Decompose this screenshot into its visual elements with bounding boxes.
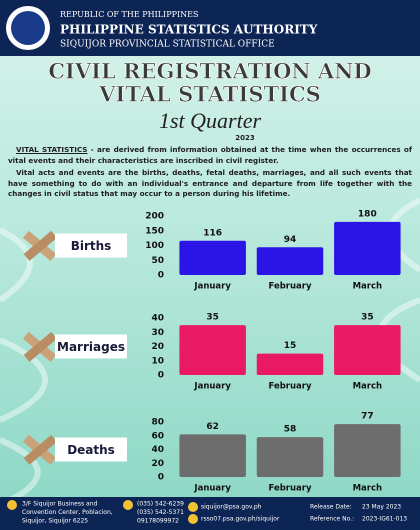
- x-tick-label: March: [353, 382, 382, 392]
- title-line2: VITAL STATISTICS: [98, 82, 321, 107]
- value-label: 116: [203, 228, 222, 238]
- x-tick-label: February: [268, 484, 311, 494]
- header-office: SIQUIJOR PROVINCIAL STATISTICAL OFFICE: [60, 40, 275, 50]
- value-label: 180: [358, 209, 377, 219]
- bar: [256, 353, 324, 375]
- chart-label: Births: [71, 239, 112, 253]
- title-line1: CIVIL REGISTRATION AND: [48, 59, 371, 84]
- period: 1st Quarter: [159, 108, 262, 133]
- intro-term: VITAL STATISTICS: [16, 145, 88, 154]
- intro: VITAL STATISTICS - are derived from info…: [8, 145, 412, 202]
- y-tick-label: 20: [151, 342, 164, 352]
- y-tick-label: 0: [158, 371, 164, 381]
- website: rsso07.psa.gov.ph/siquijor: [201, 516, 280, 523]
- web-icon: [188, 514, 198, 524]
- phone: (035) 542-5371: [137, 509, 184, 516]
- label-box: [55, 437, 127, 462]
- header-band: [0, 0, 420, 56]
- bar: [334, 325, 401, 375]
- intro-paragraph1: VITAL STATISTICS - are derived from info…: [8, 145, 412, 166]
- bar: [334, 424, 401, 477]
- value-label: 77: [361, 412, 374, 422]
- y-tick-label: 0: [158, 271, 164, 281]
- y-tick-label: 50: [151, 256, 164, 266]
- footer-band: [0, 497, 420, 530]
- x-tick-label: February: [268, 382, 311, 392]
- reference-no: 2023-IG61-013: [362, 516, 407, 523]
- header-agency: PHILIPPINE STATISTICS AUTHORITY: [60, 23, 318, 37]
- intro-definition: - are derived from information obtained …: [8, 145, 412, 165]
- tape: [23, 230, 58, 261]
- value-label: 94: [284, 235, 297, 245]
- intro-paragraph2: Vital acts and events are the births, de…: [8, 168, 412, 199]
- phone: 09178099972: [137, 518, 179, 525]
- y-tick-label: 0: [158, 473, 164, 483]
- x-tick-label: January: [193, 484, 231, 494]
- value-label: 58: [284, 425, 297, 435]
- bar: [179, 434, 246, 477]
- phone-icon: [123, 500, 133, 510]
- bar: [256, 437, 324, 477]
- y-tick-label: 60: [151, 431, 164, 441]
- logo-inner: [11, 11, 45, 45]
- y-tick-label: 150: [145, 226, 164, 236]
- bar: [334, 221, 401, 275]
- x-tick-label: March: [353, 484, 382, 494]
- email: siquijor@psa.gov.ph: [201, 504, 262, 511]
- value-label: 35: [206, 313, 219, 323]
- y-tick-label: 40: [151, 445, 164, 455]
- y-tick-label: 40: [151, 314, 164, 324]
- location-icon: [7, 500, 17, 510]
- year: 2023: [235, 134, 255, 142]
- header-country: REPUBLIC OF THE PHILIPPINES: [60, 10, 198, 19]
- y-tick-label: 30: [151, 328, 164, 338]
- y-tick-label: 20: [151, 459, 164, 469]
- x-tick-label: January: [193, 282, 231, 292]
- bar: [256, 247, 324, 275]
- y-tick-label: 200: [145, 212, 164, 222]
- address-line: 3/F Siquijor Business and: [22, 501, 98, 508]
- chart-label: Marriages: [57, 340, 125, 354]
- x-tick-label: March: [353, 282, 382, 292]
- address-line: Convention Center, Poblacion,: [22, 509, 113, 516]
- phone: (035) 542-6239: [137, 501, 184, 508]
- value-label: 35: [361, 313, 374, 323]
- x-tick-label: February: [268, 282, 311, 292]
- address-line: Siquijor, Siquijor 6225: [22, 518, 88, 525]
- x-tick-label: January: [193, 382, 231, 392]
- bar: [179, 240, 246, 275]
- y-tick-label: 10: [151, 356, 164, 366]
- y-tick-label: 100: [145, 241, 164, 251]
- label-box: [55, 233, 127, 258]
- email-icon: [188, 502, 198, 512]
- release-label: Release Date:: [310, 504, 352, 511]
- chart-label: Deaths: [67, 443, 115, 457]
- value-label: 62: [206, 422, 219, 432]
- tape: [23, 331, 58, 362]
- bar: [179, 325, 246, 375]
- value-label: 15: [284, 341, 297, 351]
- reference-label: Reference No.:: [310, 516, 354, 523]
- release-date: 23 May 2023: [362, 504, 401, 511]
- tape: [23, 434, 58, 465]
- label-box: [55, 334, 127, 359]
- y-tick-label: 80: [151, 418, 164, 428]
